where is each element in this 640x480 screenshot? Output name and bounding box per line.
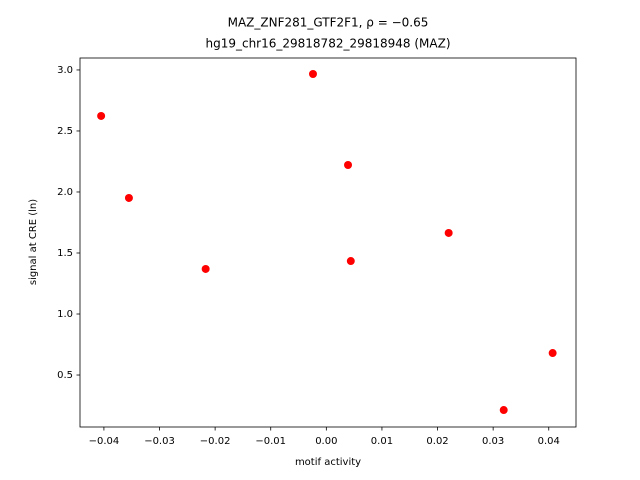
x-tick-label: −0.01 [255, 436, 286, 447]
point [344, 161, 353, 170]
x-tick-label: 0.02 [426, 436, 448, 447]
chart-subtitle: hg19_chr16_29818782_29818948 (MAZ) [205, 37, 450, 51]
x-axis-label: motif activity [295, 457, 361, 468]
point [444, 228, 453, 237]
x-tick-label: −0.04 [89, 436, 120, 447]
x-tick-label: 0.01 [371, 436, 393, 447]
point [124, 193, 133, 202]
y-tick-label: 0.5 [57, 370, 73, 381]
x-tick-label: −0.03 [144, 436, 175, 447]
point [499, 406, 508, 415]
x-tick-label: 0.04 [538, 436, 560, 447]
y-tick-label: 3.0 [57, 65, 73, 76]
x-tick-label: 0.03 [482, 436, 504, 447]
chart-title: MAZ_ZNF281_GTF2F1, ρ = −0.65 [228, 16, 429, 30]
point [346, 257, 355, 266]
point [308, 69, 317, 78]
y-tick-label: 1.5 [57, 248, 73, 259]
point [97, 111, 106, 120]
y-tick-label: 2.0 [57, 187, 73, 198]
point [201, 264, 210, 273]
y-tick-label: 1.0 [57, 309, 73, 320]
x-tick-label: 0.00 [315, 436, 337, 447]
y-axis-label: signal at CRE (ln) [28, 199, 39, 285]
x-tick-label: −0.02 [200, 436, 231, 447]
axes-frame [79, 57, 577, 428]
point [548, 349, 557, 358]
y-tick-label: 2.5 [57, 126, 73, 137]
